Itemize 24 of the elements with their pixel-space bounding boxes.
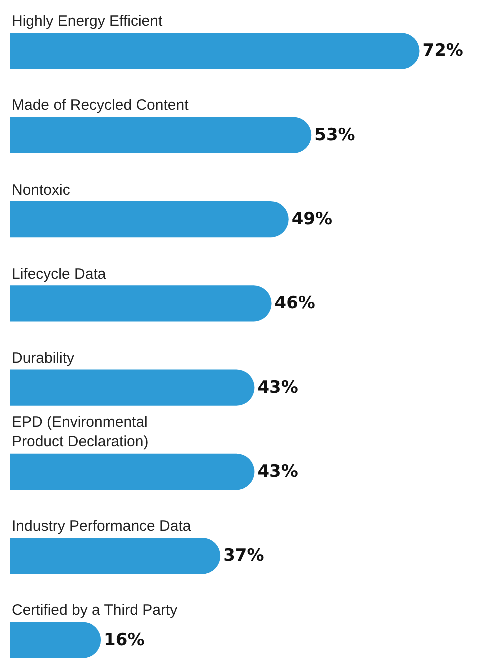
bar xyxy=(10,454,255,490)
bar xyxy=(10,117,312,154)
bar xyxy=(10,286,272,322)
y-tick-label: Made of Recycled Content xyxy=(12,97,190,114)
data-label: 49% xyxy=(292,210,333,230)
data-label: 53% xyxy=(314,125,356,146)
bar xyxy=(10,538,221,574)
data-label: 37% xyxy=(224,546,264,566)
y-tick-label: Highly Energy Efficient xyxy=(12,13,164,30)
y-tick-label: EPD (Environmental Product Declaration) xyxy=(12,414,149,450)
data-label: 72% xyxy=(422,41,464,62)
data-label: 16% xyxy=(104,630,145,650)
bar xyxy=(10,370,255,406)
y-tick-label: Certified by a Third Party xyxy=(12,602,178,619)
y-tick-label: Nontoxic xyxy=(12,182,71,199)
data-label: 43% xyxy=(258,378,298,398)
bar xyxy=(10,622,102,658)
data-label: 43% xyxy=(258,462,298,482)
bar xyxy=(10,33,420,70)
y-tick-label: Industry Performance Data xyxy=(12,518,192,535)
y-tick-label: Durability xyxy=(12,350,76,367)
data-label: 46% xyxy=(274,294,316,314)
bar xyxy=(10,201,289,238)
y-tick-label: Lifecycle Data xyxy=(12,266,107,283)
